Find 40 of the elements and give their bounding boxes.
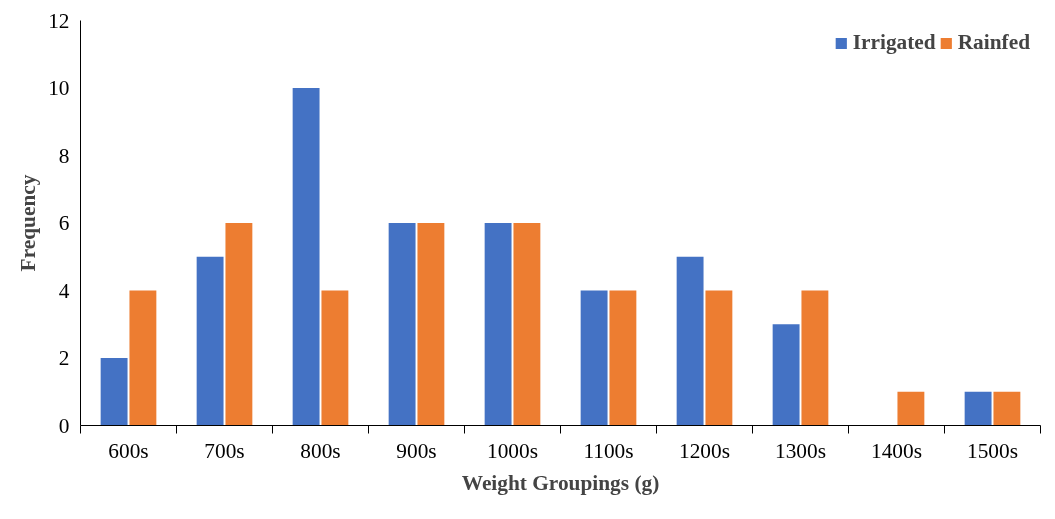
bar bbox=[388, 223, 416, 426]
bar bbox=[321, 290, 349, 426]
bar bbox=[580, 290, 608, 426]
x-tick-label: 600s bbox=[108, 438, 149, 463]
x-tick-label: 1000s bbox=[487, 438, 538, 463]
bar bbox=[417, 223, 445, 426]
bar bbox=[196, 256, 224, 426]
bar bbox=[513, 223, 541, 426]
y-axis-title: Frequency bbox=[16, 174, 41, 272]
bar bbox=[993, 391, 1021, 426]
y-tick-label: 12 bbox=[48, 8, 70, 33]
x-tick-label: 1400s bbox=[871, 438, 922, 463]
bar bbox=[801, 290, 829, 426]
bar bbox=[609, 290, 637, 426]
y-tick-label: 2 bbox=[58, 346, 70, 370]
x-axis-title: Weight Groupings (g) bbox=[461, 470, 660, 495]
bar bbox=[964, 391, 992, 426]
legend-label: Rainfed bbox=[957, 30, 1030, 55]
y-tick-label: 0 bbox=[58, 413, 70, 438]
bar bbox=[292, 88, 320, 426]
y-tick-label: 6 bbox=[58, 211, 70, 235]
bar bbox=[897, 391, 925, 426]
legend-label: Irrigated bbox=[852, 30, 936, 55]
x-tick-label: 800s bbox=[300, 438, 341, 463]
bar bbox=[225, 223, 253, 426]
x-tick-label: 1500s bbox=[967, 438, 1018, 463]
bar bbox=[100, 358, 128, 426]
y-tick-label: 10 bbox=[48, 76, 70, 100]
x-tick-label: 700s bbox=[204, 438, 245, 463]
bar bbox=[676, 256, 704, 426]
x-tick-label: 900s bbox=[396, 438, 437, 463]
bar bbox=[705, 290, 733, 426]
x-tick-label: 1300s bbox=[775, 438, 826, 463]
y-tick-label: 8 bbox=[58, 143, 70, 168]
y-tick-label: 4 bbox=[58, 278, 70, 303]
x-tick-label: 1200s bbox=[679, 438, 730, 463]
x-tick-label: 1100s bbox=[583, 438, 634, 463]
bar bbox=[129, 290, 157, 426]
bar bbox=[484, 223, 512, 426]
bar bbox=[772, 324, 800, 426]
